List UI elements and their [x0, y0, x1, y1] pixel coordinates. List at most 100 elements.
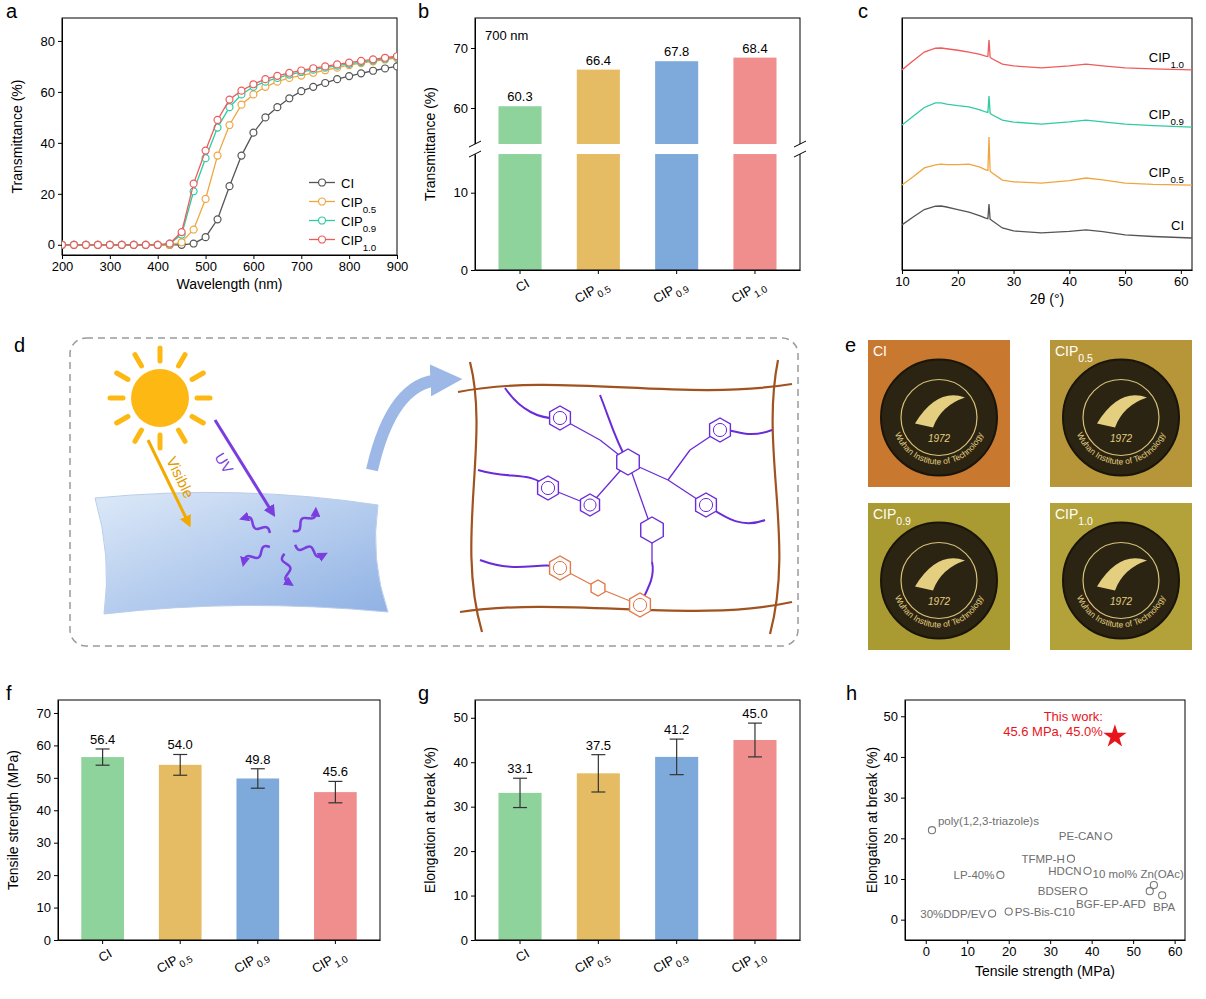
subscript: 1.0 [1078, 515, 1093, 527]
tick-label: 10 [37, 900, 51, 915]
photos: eWuhan Institute of Technology1972CIWuha… [845, 334, 1192, 650]
tick-label: 20 [1002, 944, 1016, 959]
marker [70, 241, 77, 248]
panel-letter: c [858, 0, 868, 22]
tick-label: 60 [41, 85, 55, 100]
tick-label: 70 [37, 706, 51, 721]
tick: 500 [195, 255, 217, 274]
tick: 40 [37, 803, 58, 818]
tick-label: 20 [951, 274, 965, 289]
marker [190, 180, 197, 187]
tick-label: 30 [1043, 944, 1057, 959]
point [1005, 908, 1012, 915]
tick: CIP1.0 [729, 940, 770, 980]
marker [262, 114, 269, 121]
marker [106, 241, 113, 248]
marker [226, 183, 233, 190]
marker [106, 241, 113, 248]
data-label: 45.0 [742, 706, 767, 721]
subscript: 0.9 [1170, 116, 1184, 127]
tick-label: 50 [37, 770, 51, 785]
legend-label: CI [341, 176, 354, 191]
break-mark [794, 151, 806, 157]
text-part: CIP [873, 506, 896, 522]
tick: 400 [147, 255, 169, 274]
point-label: BGF-EP-AFD [1076, 898, 1146, 910]
tick: CIP0.9 [232, 940, 272, 980]
legend-marker [319, 217, 326, 224]
error-cap [328, 802, 342, 803]
subscript: 1.0 [1170, 58, 1184, 69]
error-cap [251, 768, 265, 769]
point-labels: poly(1,2,3-triazole)sLP-40%30%DDP/EVPS-B… [920, 815, 1184, 919]
tick-label: 200 [52, 259, 74, 274]
polymer-chain [460, 602, 792, 612]
marker [62, 241, 65, 248]
y-axis-lower: 010 [454, 155, 476, 278]
point-label: BPA [1153, 901, 1175, 913]
logo-emblem [915, 395, 965, 427]
tick-mark [520, 270, 521, 274]
axis-line [906, 940, 1186, 941]
tick-mark [598, 270, 599, 274]
tick-label: 10 [960, 944, 974, 959]
x-axis: 0102030405060 [906, 940, 1186, 959]
logo [881, 360, 997, 476]
tick: 800 [339, 255, 361, 274]
tick-label: 0 [44, 933, 51, 948]
error-bar [257, 769, 258, 788]
tick: 20 [41, 186, 62, 201]
text-part: CIP [1149, 165, 1171, 180]
text-part: CIP [232, 952, 258, 976]
ring [538, 476, 559, 500]
marker [130, 241, 137, 248]
sun-ray [158, 348, 163, 361]
tick-label: 40 [37, 803, 51, 818]
bar [159, 765, 202, 940]
tick-mark [471, 940, 475, 941]
tick-mark [901, 798, 905, 799]
axis-line [59, 940, 381, 941]
axis-title: Elongation at break (%) [422, 747, 438, 893]
tick-mark [471, 108, 475, 109]
tick-mark [676, 940, 677, 944]
marker [94, 241, 101, 248]
tick-label: 40 [41, 136, 55, 151]
subscript: 1.0 [332, 953, 350, 970]
bar [314, 792, 357, 940]
tick: CIP0.9 [650, 270, 690, 310]
tick-mark [901, 838, 905, 839]
network [458, 360, 792, 634]
data-label: 54.0 [168, 737, 193, 752]
tick-label: 10 [454, 888, 468, 903]
tick: 30 [1043, 940, 1057, 959]
bond [668, 450, 690, 480]
text-part: CIP [1055, 506, 1078, 522]
sun-ray [179, 430, 186, 441]
tick-mark [180, 940, 181, 944]
tick-mark [901, 757, 905, 758]
point [1080, 888, 1087, 895]
tick: 40 [1063, 270, 1077, 289]
tick-mark [54, 908, 58, 909]
tick-label: CIP0.9 [650, 946, 690, 981]
error-cap [513, 778, 527, 779]
axis-line [903, 270, 1193, 271]
tick-label: 0 [48, 237, 55, 252]
data-label: 41.2 [664, 722, 689, 737]
tick: CIP1.0 [309, 940, 350, 980]
axis-title: Transmittance (%) [422, 87, 438, 201]
ring [580, 494, 599, 516]
bar [498, 793, 541, 940]
logo-year: 1972 [1110, 433, 1133, 444]
logo-emblem [915, 558, 965, 590]
point [1084, 867, 1091, 874]
tick: 0 [891, 912, 905, 927]
tick: CIP0.9 [650, 940, 690, 980]
ring [641, 517, 664, 543]
plot-data [81, 757, 356, 940]
marker [322, 63, 329, 70]
tick: 0 [461, 263, 475, 278]
error-cap [513, 807, 527, 808]
logo-ring [901, 543, 977, 619]
